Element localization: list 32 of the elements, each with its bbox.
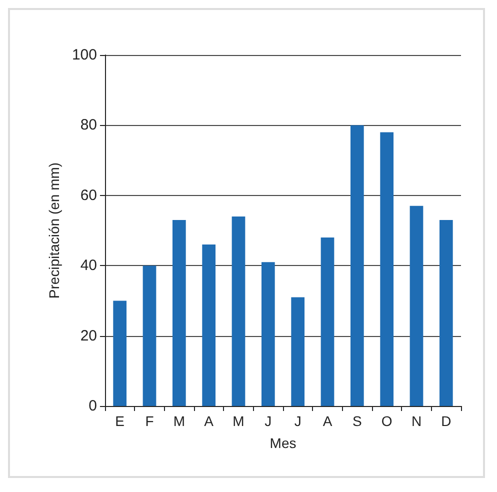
x-tick-label: E [115,413,125,429]
bar [320,238,334,406]
y-tick-label: 0 [88,398,97,414]
x-tick-label: F [145,413,154,429]
x-tick-label: A [322,413,333,429]
y-tick-label: 80 [80,116,97,134]
bar [172,220,186,406]
x-tick-label: D [441,413,452,429]
bar [113,300,127,406]
x-axis-title: Mes [270,435,296,451]
bar [232,216,246,406]
y-tick-label: 60 [80,186,97,204]
bar [350,125,364,406]
y-tick-label: 20 [80,327,97,344]
bar [142,266,156,406]
y-tick-label: 40 [80,257,97,274]
y-tick-label: 100 [72,46,97,64]
x-tick-label: M [173,413,186,429]
x-tick-label: J [264,413,272,429]
y-axis-title: Precipitación (en mm) [46,162,62,299]
x-tick-label: A [204,413,214,429]
x-tick-label: S [352,413,362,429]
bar [291,297,305,406]
x-tick-label: O [381,413,392,429]
bar [439,220,453,406]
x-tick-label: J [294,413,302,429]
x-tick-label: M [232,413,244,429]
x-tick-label: N [411,413,422,429]
bar [261,262,275,406]
bar [410,206,424,406]
bar [202,244,216,406]
bar [380,132,394,406]
